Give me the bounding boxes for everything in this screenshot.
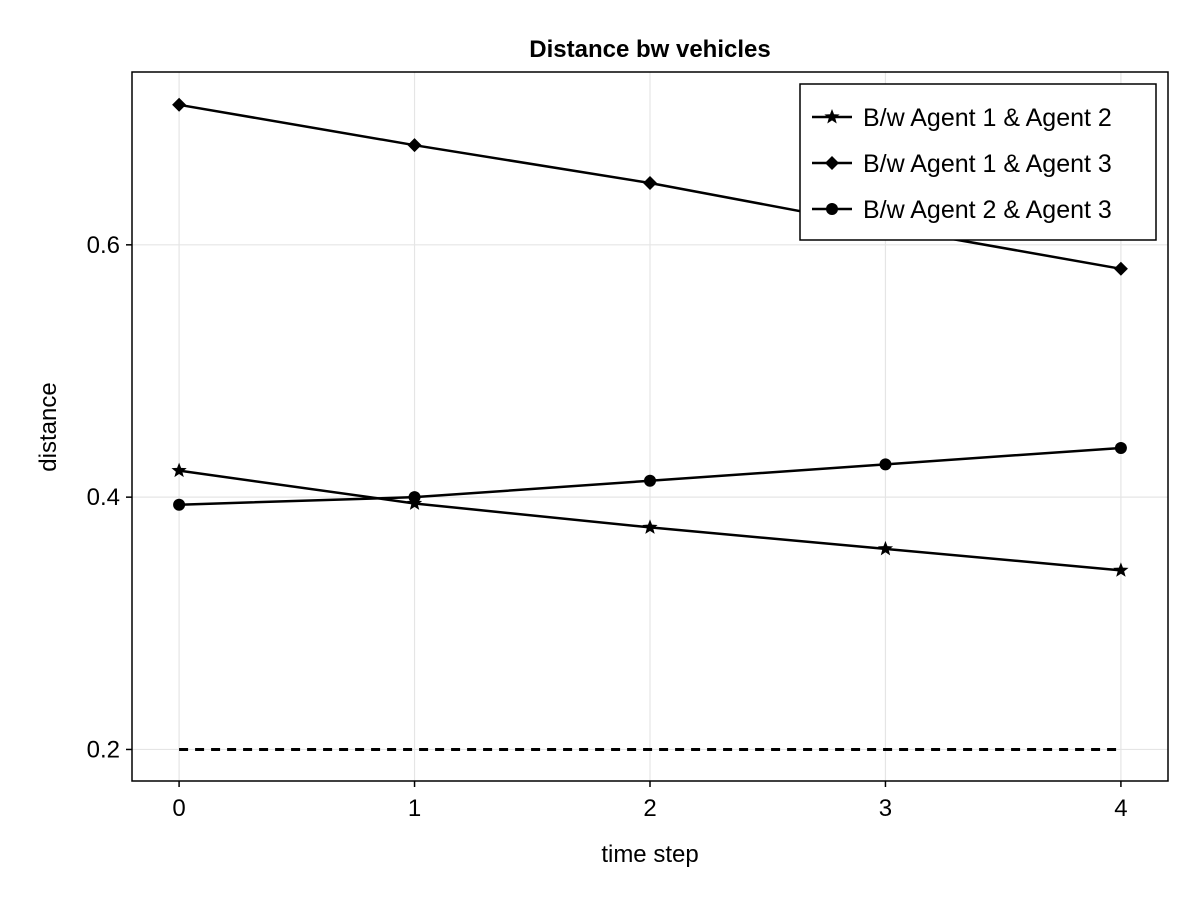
- data-point: [171, 462, 187, 478]
- x-axis-ticks: 0 1 2 3 4: [172, 781, 1128, 822]
- legend-box: [799, 83, 1157, 241]
- x-tick-label: 4: [1114, 795, 1127, 822]
- y-tick-label: 0.2: [87, 736, 120, 763]
- data-point: [173, 498, 186, 511]
- chart-title: Distance bw vehicles: [529, 36, 770, 63]
- legend-label: B/w Agent 1 & Agent 3: [863, 150, 1112, 178]
- legend-label: B/w Agent 1 & Agent 2: [863, 104, 1112, 132]
- y-axis-ticks: 0.2 0.4 0.6: [87, 232, 132, 763]
- y-axis-label: distance: [35, 382, 62, 471]
- data-point: [644, 474, 656, 487]
- legend: B/w Agent 1 & Agent 2 B/w Agent 1 & Agent…: [799, 83, 1157, 241]
- legend-marker: [825, 156, 839, 170]
- series-3: [173, 441, 1127, 511]
- data-point: [1113, 261, 1128, 276]
- data-point: [642, 519, 658, 534]
- legend-item: B/w Agent 1 & Agent 2: [812, 104, 1112, 132]
- data-point: [877, 540, 894, 556]
- legend-marker: [824, 109, 840, 124]
- data-point: [407, 138, 422, 153]
- x-tick-label: 2: [643, 795, 656, 822]
- data-point: [1114, 441, 1127, 454]
- data-point: [879, 458, 892, 471]
- data-point: [408, 491, 421, 504]
- x-tick-label: 0: [172, 795, 185, 822]
- x-tick-label: 3: [879, 795, 892, 822]
- data-point: [172, 97, 187, 112]
- legend-item: B/w Agent 1 & Agent 3: [812, 150, 1112, 178]
- y-tick-label: 0.4: [87, 484, 120, 511]
- x-tick-label: 1: [408, 795, 421, 822]
- x-axis-label: time step: [601, 841, 698, 868]
- legend-item: B/w Agent 2 & Agent 3: [812, 196, 1112, 224]
- legend-label: B/w Agent 2 & Agent 3: [863, 196, 1112, 224]
- legend-marker: [826, 203, 838, 215]
- y-tick-label: 0.6: [87, 232, 120, 259]
- data-point: [1113, 562, 1129, 577]
- data-point: [643, 176, 657, 191]
